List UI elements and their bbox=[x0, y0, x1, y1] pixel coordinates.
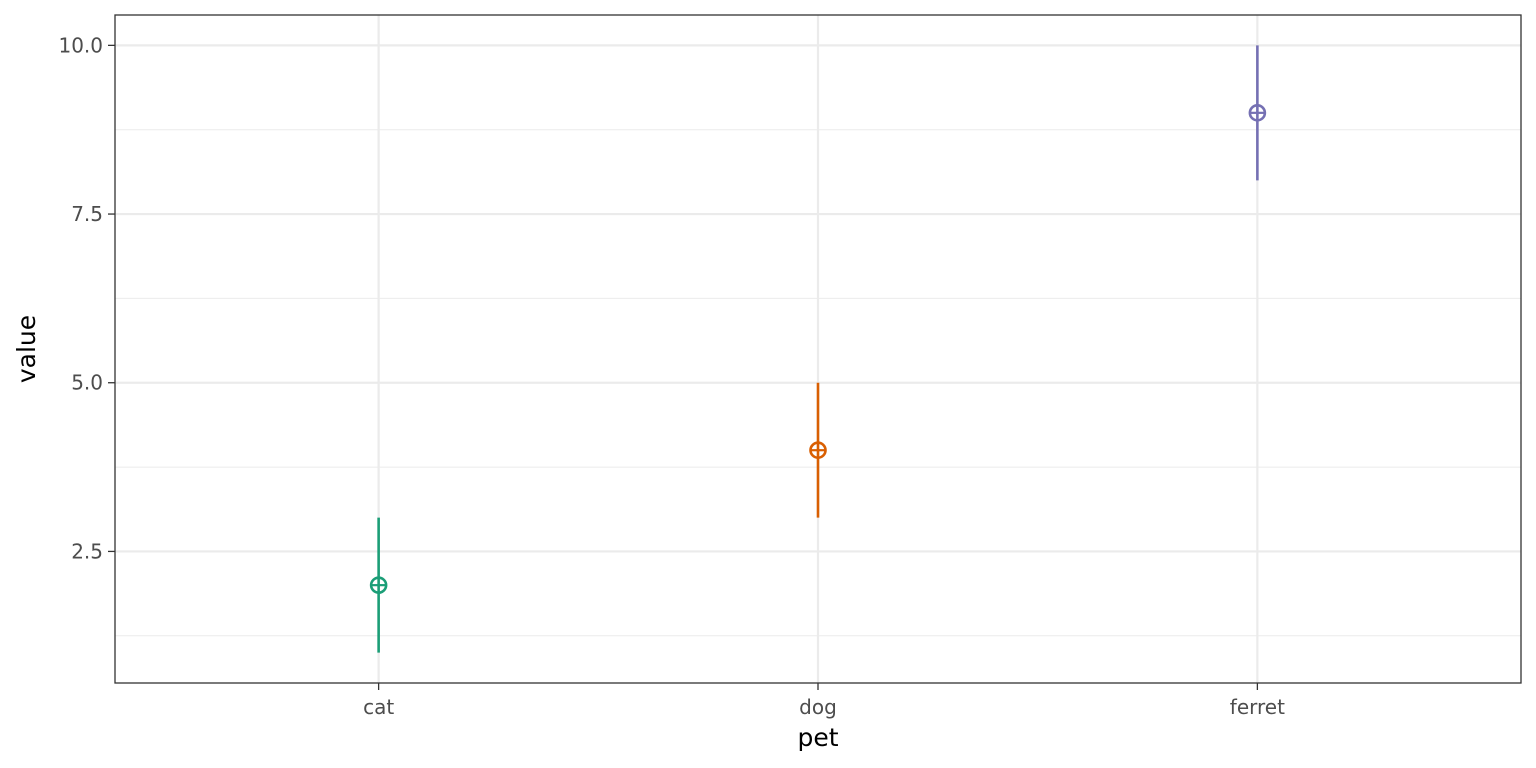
y-tick-label: 7.5 bbox=[71, 202, 103, 226]
x-tick-label: cat bbox=[363, 695, 394, 719]
x-tick-label: dog bbox=[799, 695, 837, 719]
data-marks bbox=[369, 45, 1267, 653]
y-axis-title: value bbox=[12, 315, 41, 383]
y-tick-label: 2.5 bbox=[71, 539, 103, 563]
x-axis: cat dog ferret bbox=[363, 683, 1285, 719]
y-tick-label: 5.0 bbox=[71, 371, 103, 395]
x-tick-label: ferret bbox=[1230, 695, 1285, 719]
y-axis: 2.5 5.0 7.5 10.0 bbox=[58, 33, 115, 563]
x-axis-title: pet bbox=[797, 723, 838, 752]
y-tick-label: 10.0 bbox=[58, 33, 103, 57]
